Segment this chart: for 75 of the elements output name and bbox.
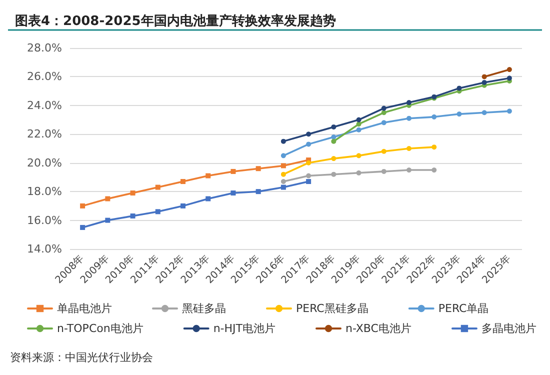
point bbox=[105, 218, 110, 223]
point bbox=[331, 156, 336, 162]
y-tick-label: 18.0% bbox=[27, 185, 62, 198]
point bbox=[356, 127, 362, 132]
point bbox=[506, 76, 512, 81]
point bbox=[280, 163, 286, 168]
point bbox=[456, 112, 462, 117]
point bbox=[506, 108, 512, 114]
point bbox=[356, 170, 362, 176]
point bbox=[155, 184, 160, 190]
y-tick-label: 22.0% bbox=[27, 128, 62, 141]
point bbox=[280, 153, 286, 158]
point bbox=[130, 213, 136, 218]
point bbox=[206, 173, 211, 178]
point bbox=[381, 120, 386, 126]
point bbox=[356, 153, 362, 158]
point bbox=[306, 173, 312, 178]
point bbox=[80, 224, 86, 230]
point bbox=[356, 117, 362, 122]
legend-label: 多晶电池片 bbox=[481, 322, 536, 335]
point bbox=[356, 122, 362, 127]
point bbox=[381, 110, 386, 116]
point bbox=[331, 172, 336, 177]
point bbox=[280, 172, 286, 177]
legend-label: n-HJT电池片 bbox=[213, 322, 276, 335]
legend-label: PERC黑硅多晶 bbox=[296, 302, 368, 315]
y-tick-label: 26.0% bbox=[27, 70, 62, 84]
point bbox=[306, 160, 312, 166]
point bbox=[406, 168, 412, 173]
text: 资料来源：中国光伏行业协会 bbox=[10, 351, 153, 364]
legend-label: 单晶电池片 bbox=[57, 302, 112, 315]
point bbox=[331, 124, 336, 130]
point bbox=[456, 86, 462, 91]
point bbox=[432, 144, 437, 150]
point bbox=[306, 142, 312, 147]
point bbox=[381, 168, 386, 174]
point bbox=[256, 166, 261, 172]
chart-title: 图表4：2008-2025年国内电池量产转换效率发展趋势 bbox=[15, 13, 336, 29]
point bbox=[381, 148, 386, 154]
point bbox=[406, 146, 412, 151]
point bbox=[280, 184, 286, 190]
y-tick-label: 16.0% bbox=[27, 214, 62, 227]
legend-label: PERC单晶 bbox=[438, 302, 489, 315]
point bbox=[280, 179, 286, 184]
point bbox=[105, 196, 110, 202]
y-tick-label: 24.0% bbox=[27, 98, 62, 112]
point bbox=[180, 203, 186, 208]
legend-label: 黑硅多晶 bbox=[182, 302, 226, 315]
point bbox=[432, 114, 437, 120]
point bbox=[155, 209, 160, 214]
point bbox=[406, 100, 412, 106]
legend-label: n-XBC电池片 bbox=[346, 322, 412, 335]
point bbox=[180, 179, 186, 184]
point bbox=[506, 67, 512, 72]
point bbox=[331, 134, 336, 140]
point bbox=[432, 168, 437, 173]
legend-label: n-TOPCon电池片 bbox=[57, 322, 144, 335]
point bbox=[80, 203, 86, 208]
point bbox=[482, 74, 487, 80]
point bbox=[206, 196, 211, 202]
point bbox=[130, 190, 136, 196]
point bbox=[331, 138, 336, 144]
point bbox=[230, 168, 236, 174]
y-tick-label: 20.0% bbox=[27, 156, 62, 170]
y-tick-label: 14.0% bbox=[27, 242, 62, 256]
point bbox=[381, 106, 386, 111]
point bbox=[256, 189, 261, 194]
point bbox=[306, 132, 312, 137]
point bbox=[406, 116, 412, 121]
point bbox=[230, 190, 236, 196]
point bbox=[280, 138, 286, 144]
point bbox=[306, 179, 312, 184]
point bbox=[482, 80, 487, 85]
y-tick-label: 28.0% bbox=[27, 42, 62, 54]
point bbox=[482, 110, 487, 116]
